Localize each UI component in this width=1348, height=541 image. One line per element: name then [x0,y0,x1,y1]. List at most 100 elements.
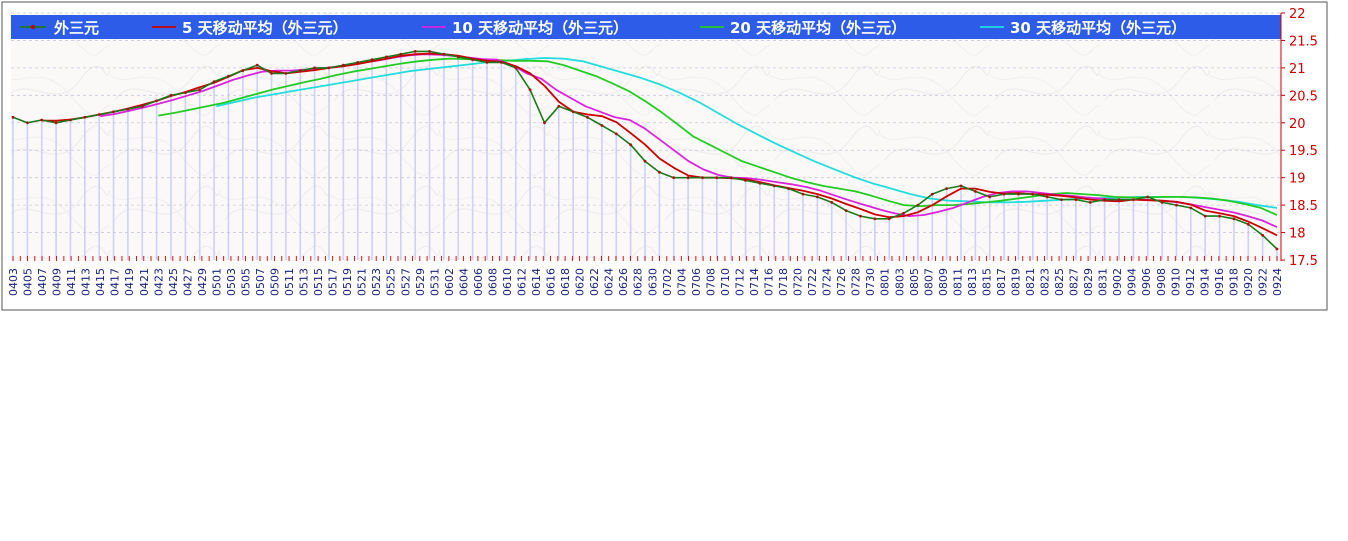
x-tick-label: 0809 [937,268,950,296]
data-point [428,50,431,53]
x-tick-label: 0704 [675,268,688,296]
data-point [614,132,618,136]
data-point [1218,214,1221,218]
x-tick-label: 0624 [603,268,616,296]
x-tick-label: 0702 [661,268,674,296]
chart-container: 外三元 5 天移动平均（外三元） 10 天移动平均（外三元） 20 天移动平均（外三元… [1,1,1328,311]
data-point [1146,195,1150,199]
x-tick-label: 0602 [443,268,456,296]
data-point [1088,201,1092,204]
x-tick-label: 0706 [690,268,703,296]
x-tick-label: 0710 [719,268,732,296]
x-tick-label: 0509 [269,268,282,296]
x-tick-label: 0829 [1082,268,1095,296]
data-point [988,195,992,199]
data-point [69,118,72,122]
data-point [1175,203,1178,207]
x-tick-label: 0419 [123,268,136,296]
data-point [1232,217,1236,221]
x-tick-label: 0507 [254,268,267,296]
x-tick-label: 0413 [80,268,93,296]
data-point [945,187,948,191]
series-line [100,53,1278,228]
x-tick-label: 0914 [1198,268,1211,296]
plot-area [11,13,1281,261]
x-tick-label: 0511 [283,268,296,296]
x-tick-label: 0825 [1053,268,1066,296]
x-tick-label: 0730 [864,268,877,296]
x-tick-label: 0606 [472,268,485,296]
data-point [830,201,834,204]
x-tick-label: 0527 [399,268,412,296]
data-point [1189,206,1193,210]
data-point [1002,192,1006,196]
legend-label: 5 天移动平均（外三元） [182,19,348,37]
y-tick-label: 17.5 [1289,254,1318,269]
data-point [930,192,934,196]
data-point [40,118,44,122]
x-tick-label: 0519 [341,268,354,296]
data-point [658,170,661,174]
x-tick-label: 0815 [980,268,993,296]
x-tick-label: 0918 [1227,268,1240,296]
data-point [1045,195,1049,199]
x-tick-label: 0403 [7,268,20,296]
x-tick-label: 0708 [704,268,717,296]
x-tick-label: 0726 [835,268,848,296]
data-point [26,121,29,125]
x-tick-label: 0616 [545,268,558,296]
data-point [1017,192,1020,196]
x-tick-label: 0415 [94,268,107,296]
data-point [112,110,115,114]
data-point [1160,201,1164,204]
legend-label: 20 天移动平均（外三元） [730,19,906,37]
x-tick-label: 0817 [995,268,1008,296]
x-tick-label: 0823 [1039,268,1052,296]
data-point [873,217,877,221]
x-tick-label: 0503 [225,268,238,296]
x-tick-label: 0423 [152,268,165,296]
x-tick-label: 0618 [559,268,572,296]
data-point [313,66,316,70]
x-tick-label: 0821 [1024,268,1037,296]
legend-label: 30 天移动平均（外三元） [1010,19,1186,37]
data-point [471,58,474,62]
x-tick-label: 0411 [65,268,78,296]
x-tick-label: 0811 [951,268,964,296]
data-point [543,121,546,125]
data-point [1103,198,1106,202]
x-tick-label: 0902 [1111,268,1124,296]
data-point [97,113,101,116]
data-point [1203,214,1207,218]
x-tick-label: 0429 [196,268,209,296]
x-tick-label: 0722 [806,268,819,296]
x-tick-label: 0614 [530,268,543,296]
data-point [1261,233,1264,237]
data-point [902,211,905,215]
data-point [442,52,446,56]
data-point [758,181,762,185]
x-tick-label: 0531 [428,268,441,296]
x-tick-label: 0819 [1009,268,1022,296]
data-point [887,217,891,221]
y-tick-label: 18.5 [1289,199,1318,214]
data-point [974,190,977,193]
x-tick-label: 0831 [1097,268,1110,296]
data-point [557,104,561,108]
data-point [54,121,58,125]
x-tick-label: 0622 [588,268,601,296]
x-tick-label: 0922 [1256,268,1269,296]
legend-label: 10 天移动平均（外三元） [452,19,628,37]
x-tick-label: 0608 [486,268,499,296]
data-point [686,176,690,180]
data-point [1074,198,1078,202]
data-point [227,74,230,78]
data-point [514,66,518,70]
y-tick-label: 19.5 [1289,144,1318,159]
x-tick-label: 0523 [370,268,383,296]
x-tick-label: 0525 [385,268,398,296]
x-tick-label: 0724 [821,268,834,296]
y-tick-label: 21 [1289,62,1306,77]
x-tick-label: 0409 [51,268,64,296]
data-point [184,91,187,94]
